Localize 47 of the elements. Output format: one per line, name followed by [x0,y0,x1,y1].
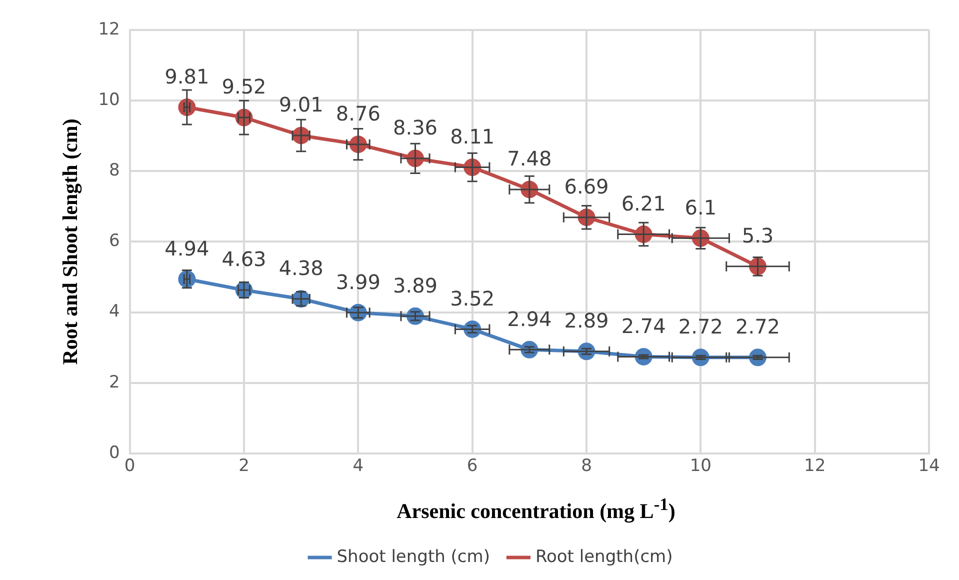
data-label: 7.48 [507,146,552,171]
point [464,320,482,338]
data-label: 6.69 [564,174,609,199]
point [292,290,310,308]
y-tick-label: 12 [98,19,120,40]
data-label: 2.89 [564,308,609,333]
x-axis-title: Arsenic concentration (mg L$^{-1}$) [396,494,676,524]
data-label: 2.94 [507,306,552,331]
y-tick-label: 8 [109,160,120,181]
x-tick-label: 12 [804,456,826,476]
data-label: 6.21 [621,191,666,216]
x-tick-label: 0 [124,456,136,476]
data-label: 4.63 [222,247,266,272]
data-label: 3.52 [450,286,495,310]
y-tick-label: 2 [109,372,120,392]
data-label: 8.11 [450,124,495,148]
data-label: 8.36 [392,116,438,140]
data-label: 3.89 [392,273,438,298]
data-label: 2.72 [735,314,780,339]
point [235,281,253,299]
x-tick-label: 4 [352,456,364,476]
data-label: 6.1 [684,195,717,220]
data-label: 9.81 [164,64,210,88]
data-label: 9.52 [222,74,266,99]
data-label: 4.38 [278,256,324,280]
data-label: 9.01 [278,92,324,117]
data-label: 2.74 [621,314,666,338]
point [349,304,367,322]
x-tick-label: 2 [238,456,250,476]
y-tick-label: 4 [109,302,120,322]
x-tick-label: 8 [581,456,592,476]
x-tick-label: 6 [466,456,478,476]
data-label: 3.99 [336,270,380,294]
y-tick-label: 6 [109,231,120,252]
data-label: 8.76 [336,102,380,126]
y-tick-label: 0 [109,442,120,463]
x-tick-label: 10 [690,456,712,476]
point [235,108,253,126]
y-axis-title: Root and Shoot length (cm) [58,118,82,365]
data-label: 2.72 [678,314,723,339]
legend-label: Shoot length (cm) [336,546,490,567]
data-label: 5.3 [742,224,774,248]
legend-label: Root length(cm) [535,546,673,567]
data-label: 4.94 [164,236,210,260]
y-tick-label: 10 [98,90,120,110]
x-tick-label: 14 [918,456,940,476]
point [406,307,424,325]
